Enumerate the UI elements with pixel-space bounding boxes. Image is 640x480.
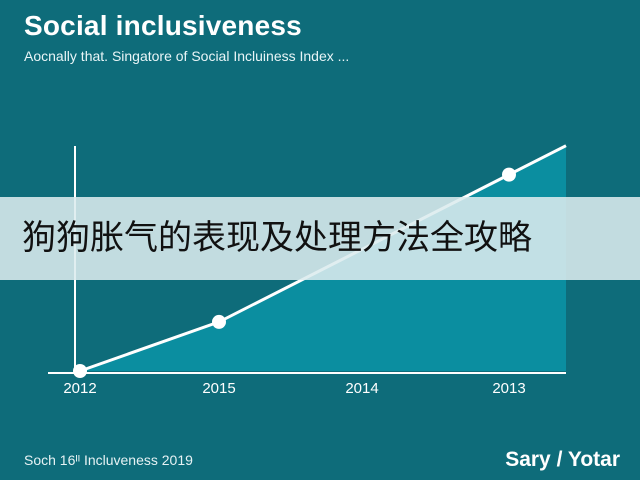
data-point xyxy=(73,364,87,378)
series-area xyxy=(75,145,566,371)
chart-title: Social inclusiveness xyxy=(24,10,302,41)
x-tick-labels: 2012 2015 2014 2013 xyxy=(63,380,525,397)
banner-text: 狗狗胀气的表现及处理方法全攻略 xyxy=(22,218,532,258)
x-tick-label: 2014 xyxy=(345,380,378,397)
footer-brand: Sary / Yotar xyxy=(505,448,620,471)
chart-subtitle: Aocnally that. Singatore of Social Inclu… xyxy=(24,48,350,64)
data-point xyxy=(212,314,226,329)
overlay-banner: 狗狗胀气的表现及处理方法全攻略 xyxy=(0,197,640,280)
x-tick-label: 2013 xyxy=(492,380,525,397)
data-point xyxy=(502,167,516,182)
footer-source: Soch 16ᴵᴵ Incluveness 2019 xyxy=(24,452,193,468)
x-tick-label: 2015 xyxy=(202,380,235,397)
x-tick-label: 2012 xyxy=(63,380,96,397)
